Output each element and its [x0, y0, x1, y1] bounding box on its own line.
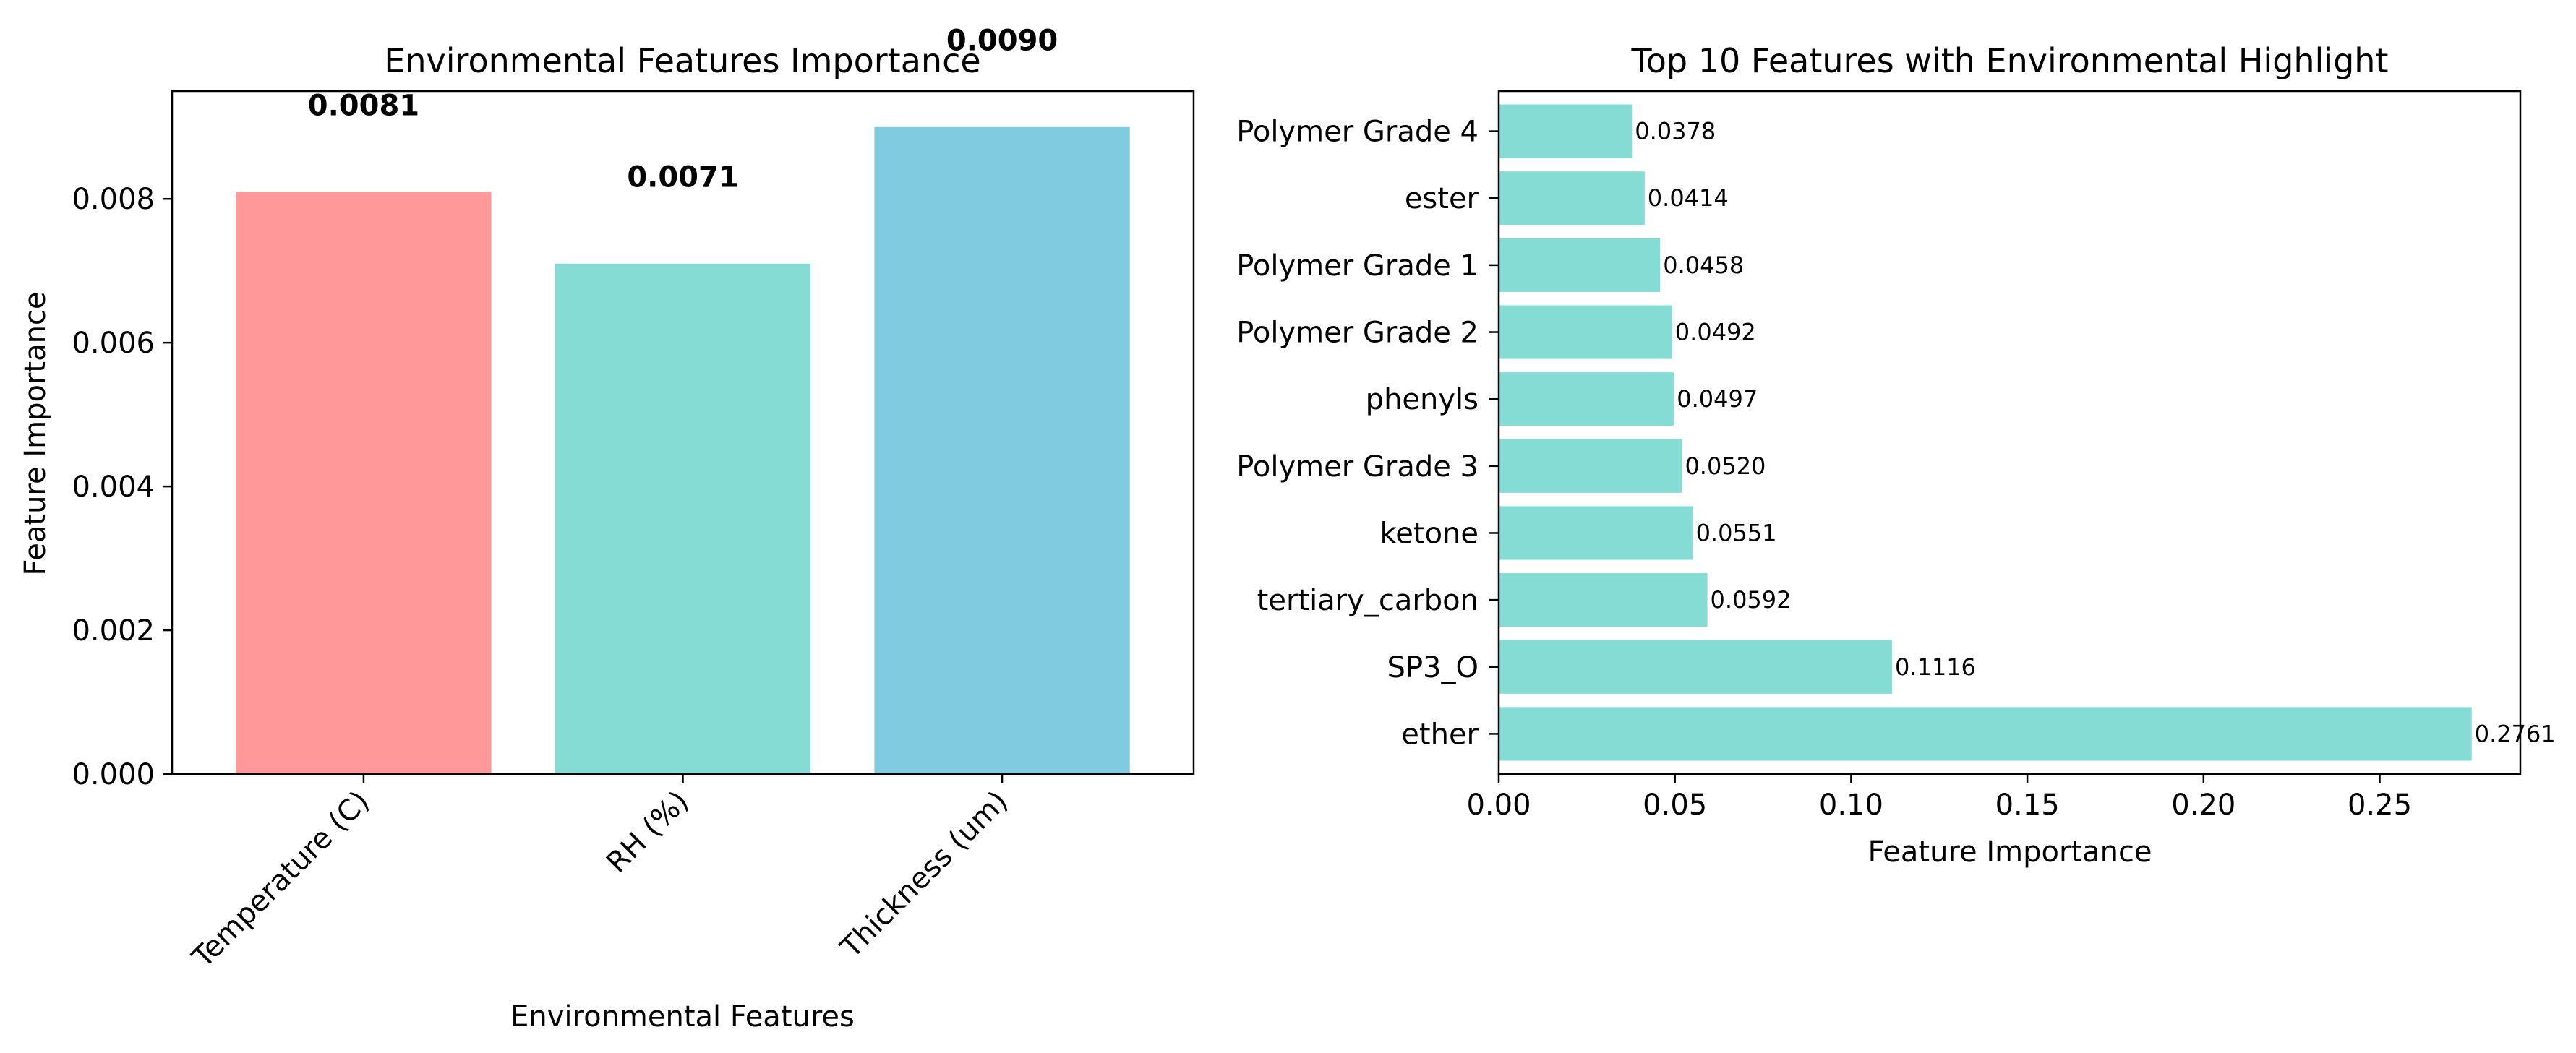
chart2-bar: [1499, 372, 1674, 426]
chart1-x-axis-label: Environmental Features: [510, 1000, 855, 1033]
chart1-bar: [236, 192, 492, 774]
chart2-bar-value-label: 0.0592: [1711, 586, 1792, 614]
chart1-bar: [555, 263, 811, 775]
chart2-y-tick-label: ester: [1405, 182, 1479, 215]
chart1-x-tick-label: Thickness (um): [834, 785, 1015, 966]
chart2-bar: [1499, 573, 1708, 627]
chart2-x-tick-label: 0.15: [1995, 788, 2060, 822]
chart2-y-tick-label: phenyls: [1366, 383, 1479, 416]
chart2-bar: [1499, 238, 1661, 292]
chart2-y-tick-label: ether: [1401, 718, 1479, 751]
chart2-bar-value-label: 0.0378: [1635, 118, 1716, 145]
chart1-y-tick-label: 0.000: [72, 758, 155, 791]
chart2-bar-value-label: 0.0497: [1677, 385, 1758, 413]
chart1-y-axis-label: Feature Importance: [19, 291, 52, 575]
chart2-y-tick-label: Polymer Grade 1: [1236, 249, 1479, 283]
chart2-bar-value-label: 0.0551: [1696, 519, 1777, 546]
chart-environmental-features: Environmental Features Importance Featur…: [19, 25, 1195, 1033]
chart2-x-tick-label: 0.20: [2171, 788, 2235, 822]
chart2-plot-frame: [1497, 90, 2522, 775]
chart2-y-ticks: ether SP3_O tertiary_carbon ketone Polymer G…: [1236, 116, 1499, 751]
chart1-title: Environmental Features Importance: [384, 41, 980, 80]
chart2-x-tick-label: 0.05: [1643, 788, 1707, 822]
chart2-bar-labels: 0.2761 0.1116 0.0592 0.0551 0.0520 0.0497 0.04…: [1635, 118, 2555, 748]
chart2-bar: [1499, 707, 2472, 761]
chart1-x-tick-label: Temperature (C): [186, 785, 376, 975]
chart2-y-tick-label: Polymer Grade 4: [1236, 116, 1479, 149]
chart2-x-axis-label: Feature Importance: [1867, 835, 2152, 869]
chart2-x-tick-label: 0.00: [1466, 788, 1531, 822]
chart1-y-ticks: 0.000 0.002 0.004 0.006 0.008: [72, 183, 172, 791]
chart1-x-tick-label: RH (%): [600, 785, 695, 880]
chart1-y-tick-label: 0.002: [72, 614, 155, 648]
chart2-bar: [1499, 640, 1892, 694]
chart1-y-tick-label: 0.006: [72, 327, 155, 360]
chart1-bar: [874, 126, 1130, 775]
chart1-x-ticks: Temperature (C) RH (%) Thickness (um): [186, 774, 1014, 975]
chart1-bar-value-label: 0.0071: [627, 161, 738, 194]
chart1-y-tick-label: 0.004: [72, 470, 155, 504]
chart-top-10-features: Top 10 Features with Environmental Highl…: [1236, 41, 2556, 869]
chart1-plot-frame: [171, 90, 1195, 775]
chart2-x-tick-label: 0.10: [1819, 788, 1883, 822]
chart2-bar-value-label: 0.0458: [1663, 252, 1744, 279]
chart1-bar-labels: 0.0081 0.0071 0.0090: [308, 25, 1058, 194]
chart1-bar-value-label: 0.0081: [308, 89, 419, 122]
chart2-y-tick-label: ketone: [1380, 517, 1479, 550]
chart2-bars: [1499, 104, 2472, 761]
chart2-y-tick-label: tertiary_carbon: [1257, 584, 1479, 617]
chart2-bar-value-label: 0.0520: [1685, 452, 1766, 480]
chart2-bar-value-label: 0.0414: [1648, 184, 1729, 212]
chart2-y-tick-label: SP3_O: [1387, 651, 1479, 684]
chart1-bars: [236, 126, 1130, 775]
chart2-bar-value-label: 0.1116: [1895, 653, 1976, 681]
chart2-title: Top 10 Features with Environmental Highl…: [1630, 41, 2388, 80]
chart2-x-ticks: 0.00 0.05 0.10 0.15 0.20 0.25: [1466, 774, 2412, 822]
chart2-y-tick-label: Polymer Grade 2: [1236, 317, 1479, 350]
chart2-y-tick-label: Polymer Grade 3: [1236, 450, 1479, 483]
chart1-bar-value-label: 0.0090: [946, 25, 1058, 58]
chart2-bar: [1499, 104, 1633, 158]
chart2-bar: [1499, 506, 1693, 560]
chart1-y-tick-label: 0.008: [72, 183, 155, 216]
chart2-bar-value-label: 0.0492: [1675, 319, 1756, 346]
chart2-bar: [1499, 171, 1645, 225]
chart2-bar-value-label: 0.2761: [2475, 720, 2556, 747]
chart2-x-tick-label: 0.25: [2348, 788, 2412, 822]
chart2-bar: [1499, 439, 1682, 493]
chart2-bar: [1499, 305, 1672, 359]
